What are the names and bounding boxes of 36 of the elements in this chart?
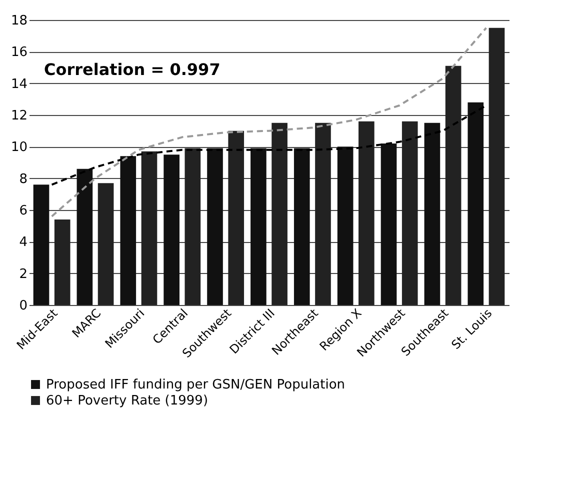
bar bbox=[54, 220, 70, 305]
legend-label: 60+ Poverty Rate (1999) bbox=[46, 394, 208, 408]
y-tick-label: 2 bbox=[19, 266, 28, 282]
annotation: Correlation = 0.997 bbox=[44, 60, 220, 79]
bar bbox=[184, 148, 201, 305]
y-tick-label: 8 bbox=[19, 172, 28, 187]
y-tick-label: 14 bbox=[10, 76, 28, 92]
bar bbox=[315, 122, 331, 305]
bar bbox=[424, 122, 440, 305]
bar bbox=[164, 154, 180, 305]
y-tick-label: 16 bbox=[10, 45, 28, 60]
y-tick-label: 12 bbox=[10, 108, 28, 124]
bar bbox=[228, 130, 244, 305]
bar bbox=[98, 183, 114, 305]
bar bbox=[294, 148, 310, 305]
bar bbox=[207, 148, 223, 305]
bar bbox=[402, 121, 418, 305]
y-tick-label: 4 bbox=[19, 235, 28, 250]
bar bbox=[468, 102, 484, 305]
bar bbox=[445, 66, 462, 305]
bar bbox=[337, 146, 354, 305]
y-tick-label: 10 bbox=[10, 140, 28, 156]
legend-label: Proposed IFF funding per GSN/GEN Population bbox=[46, 378, 346, 392]
bar bbox=[380, 144, 397, 305]
bar bbox=[272, 122, 288, 305]
bar bbox=[76, 168, 93, 305]
bar bbox=[141, 151, 158, 305]
bar bbox=[250, 148, 266, 305]
line-series bbox=[50, 104, 488, 186]
bar bbox=[120, 156, 136, 305]
bar bbox=[488, 28, 505, 305]
bar bbox=[358, 121, 374, 305]
y-tick-label: 0 bbox=[19, 298, 28, 314]
y-tick-label: 18 bbox=[10, 14, 28, 28]
bar bbox=[33, 184, 50, 305]
y-tick-label: 6 bbox=[19, 204, 28, 218]
